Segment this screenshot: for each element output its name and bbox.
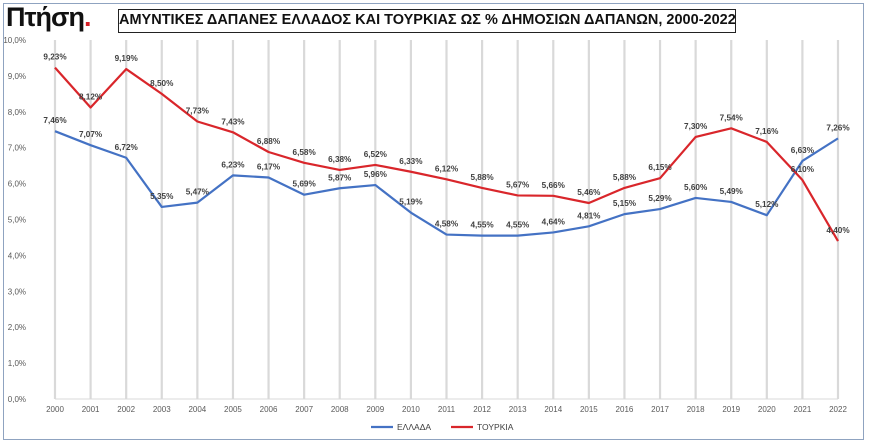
logo-text: Πτήση — [6, 2, 85, 32]
data-label-turkey: 6,33% — [399, 157, 423, 166]
data-labels: 7,46% 7,07% 6,72% 5,35% 5,47% 6,23% 6,17% 5,69%… — [43, 53, 850, 235]
data-label-greece: 6,23% — [221, 160, 245, 169]
x-tick-label: 2014 — [544, 405, 562, 414]
x-tick-label: 2016 — [616, 405, 634, 414]
data-label-turkey: 6,52% — [364, 150, 388, 159]
data-label-turkey: 5,88% — [470, 173, 494, 182]
y-tick-label: 5,0% — [8, 216, 26, 225]
data-label-greece: 4,58% — [435, 220, 459, 229]
x-tick-label: 2019 — [722, 405, 740, 414]
data-label-turkey: 9,23% — [43, 53, 67, 62]
logo-dot: . — [84, 2, 91, 32]
x-tick-label: 2015 — [580, 405, 598, 414]
x-tick-label: 2018 — [687, 405, 705, 414]
x-tick-label: 2012 — [473, 405, 491, 414]
x-tick-label: 2005 — [224, 405, 242, 414]
brand-logo: Πτήση. — [6, 2, 91, 33]
gridlines — [53, 40, 840, 400]
data-label-turkey: 6,38% — [328, 155, 352, 164]
data-label-turkey: 7,16% — [755, 127, 779, 136]
data-label-turkey: 5,67% — [506, 180, 530, 189]
data-label-turkey: 8,12% — [79, 92, 103, 101]
series-line-turkey — [54, 66, 839, 242]
data-label-greece: 5,47% — [186, 188, 210, 197]
data-label-turkey: 6,10% — [791, 165, 815, 174]
data-label-greece: 7,26% — [826, 123, 850, 132]
legend-label-greece: ΕΛΛΑΔΑ — [397, 422, 431, 432]
data-label-turkey: 7,54% — [720, 113, 744, 122]
x-tick-label: 2002 — [117, 405, 135, 414]
x-tick-label: 2022 — [829, 405, 847, 414]
y-tick-label: 3,0% — [8, 287, 26, 296]
data-label-turkey: 7,43% — [221, 117, 245, 126]
data-label-turkey: 5,46% — [577, 188, 601, 197]
x-tick-label: 2011 — [438, 405, 456, 414]
y-tick-label: 0,0% — [8, 395, 26, 404]
series-lines — [54, 66, 839, 242]
x-tick-label: 2010 — [402, 405, 420, 414]
x-tick-label: 2006 — [260, 405, 278, 414]
data-label-greece: 5,15% — [613, 199, 637, 208]
series-line-greece — [54, 130, 839, 237]
data-label-turkey: 6,58% — [293, 148, 317, 157]
data-label-greece: 6,17% — [257, 162, 281, 171]
y-tick-label: 8,0% — [8, 108, 26, 117]
y-tick-label: 4,0% — [8, 251, 26, 260]
data-label-greece: 4,55% — [470, 221, 494, 230]
y-tick-label: 6,0% — [8, 180, 26, 189]
x-tick-label: 2017 — [651, 405, 669, 414]
y-tick-label: 7,0% — [8, 144, 26, 153]
data-label-greece: 7,46% — [43, 116, 67, 125]
data-label-turkey: 5,66% — [542, 181, 566, 190]
x-tick-label: 2009 — [366, 405, 384, 414]
data-label-greece: 4,55% — [506, 221, 530, 230]
data-label-turkey: 5,88% — [613, 173, 637, 182]
data-label-greece: 5,29% — [648, 194, 672, 203]
x-tick-label: 2004 — [188, 405, 206, 414]
data-label-greece: 5,19% — [399, 198, 423, 207]
data-label-turkey: 7,30% — [684, 122, 708, 131]
data-label-greece: 5,96% — [364, 170, 388, 179]
data-label-greece: 5,12% — [755, 200, 779, 209]
x-tick-label: 2021 — [794, 405, 812, 414]
data-label-greece: 5,35% — [150, 192, 174, 201]
x-tick-label: 2008 — [331, 405, 349, 414]
data-label-greece: 6,63% — [791, 146, 815, 155]
data-label-greece: 5,69% — [293, 180, 317, 189]
chart-frame — [3, 3, 864, 440]
x-tick-label: 2003 — [153, 405, 171, 414]
x-axis-ticks: 2000 2001 2002 2003 2004 2005 2006 2007 2008 2009… — [46, 405, 847, 414]
data-label-turkey: 7,73% — [186, 106, 210, 115]
x-tick-label: 2020 — [758, 405, 776, 414]
y-axis-ticks: 0,0% 1,0% 2,0% 3,0% 4,0% 5,0% 6,0% 7,0% 8,0% 9,0%… — [3, 36, 26, 404]
data-label-greece: 4,64% — [542, 217, 566, 226]
data-label-greece: 5,87% — [328, 173, 352, 182]
chart-title: ΑΜΥΝΤΙΚΕΣ ΔΑΠΑΝΕΣ ΕΛΛΑΔΟΣ ΚΑΙ ΤΟΥΡΚΙΑΣ Ω… — [118, 9, 736, 33]
x-tick-label: 2013 — [509, 405, 527, 414]
data-label-greece: 5,49% — [720, 187, 744, 196]
data-label-turkey: 8,50% — [150, 79, 174, 88]
data-label-turkey: 6,88% — [257, 137, 281, 146]
data-label-turkey: 9,19% — [115, 54, 139, 63]
legend: ΕΛΛΑΔΑ ΤΟΥΡΚΙΑ — [371, 422, 514, 432]
y-tick-label: 1,0% — [8, 359, 26, 368]
x-tick-label: 2007 — [295, 405, 313, 414]
y-tick-label: 2,0% — [8, 323, 26, 332]
data-label-greece: 5,60% — [684, 183, 708, 192]
x-tick-label: 2000 — [46, 405, 64, 414]
legend-label-turkey: ΤΟΥΡΚΙΑ — [477, 422, 514, 432]
data-label-greece: 6,72% — [115, 143, 139, 152]
y-tick-label: 9,0% — [8, 72, 26, 81]
data-label-turkey: 4,40% — [826, 226, 850, 235]
data-label-turkey: 6,15% — [648, 163, 672, 172]
data-label-greece: 7,07% — [79, 130, 103, 139]
x-tick-label: 2001 — [82, 405, 100, 414]
y-tick-label: 10,0% — [3, 36, 26, 45]
data-label-turkey: 6,12% — [435, 164, 459, 173]
data-label-greece: 4,81% — [577, 211, 601, 220]
